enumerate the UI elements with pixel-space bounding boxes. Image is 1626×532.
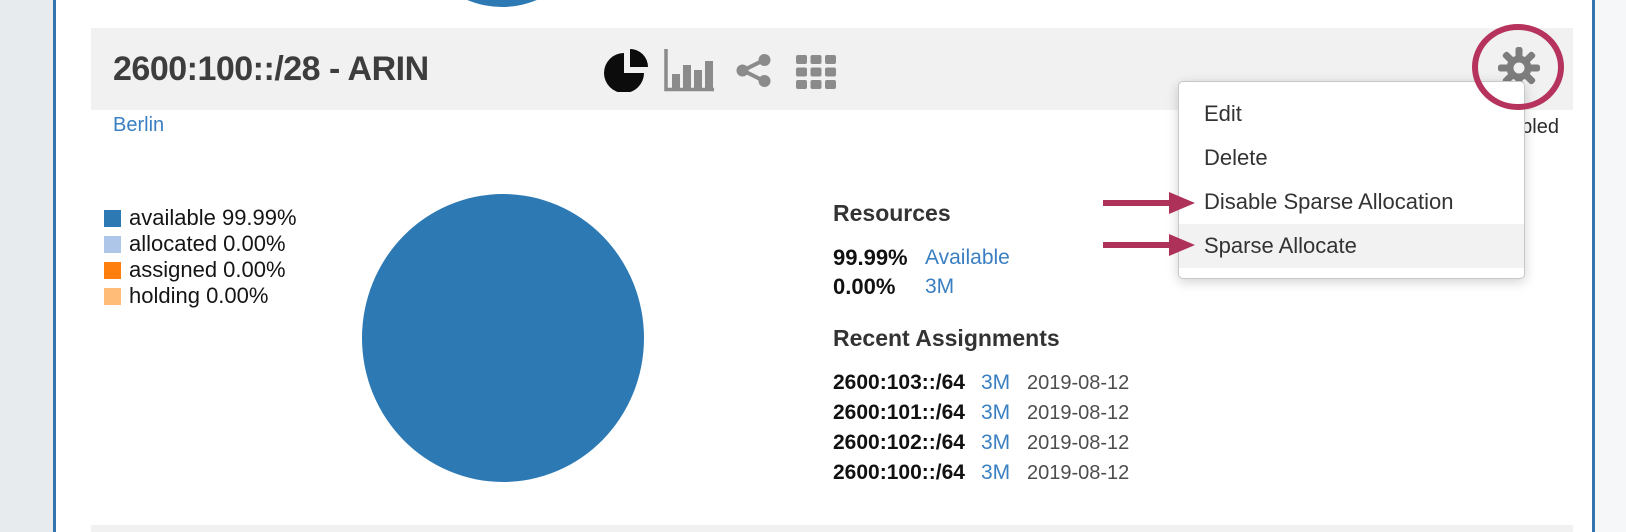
legend-swatch-allocated — [104, 235, 121, 253]
legend-swatch-assigned — [104, 261, 121, 279]
grid-view-icon[interactable] — [796, 55, 836, 94]
assignment-row: 2600:101::/64 3M 2019-08-12 — [833, 398, 1129, 428]
previous-panel-pie-chart — [412, 0, 592, 7]
block-card: 2600:100::/28 - ARIN — [53, 0, 1595, 532]
assignment-date: 2019-08-12 — [1027, 431, 1130, 454]
bar-chart-view-icon[interactable] — [663, 49, 715, 98]
resource-value: 0.00% — [833, 273, 896, 299]
assignment-row: 2600:100::/64 3M 2019-08-12 — [833, 458, 1129, 488]
chart-legend: available 99.99% allocated 0.00% assigne… — [104, 205, 297, 309]
legend-label: assigned 0.00% — [129, 257, 286, 282]
assignment-date: 2019-08-12 — [1027, 461, 1130, 484]
assignment-link[interactable]: 3M — [981, 461, 1011, 484]
assignment-link[interactable]: 3M — [981, 401, 1011, 424]
legend-item-holding: holding 0.00% — [104, 283, 297, 309]
menu-item-disable-sparse-allocation[interactable]: Disable Sparse Allocation — [1204, 189, 1454, 214]
recent-assignments-heading: Recent Assignments — [833, 325, 1060, 351]
assignment-link[interactable]: 3M — [981, 431, 1011, 454]
assignment-row: 2600:102::/64 3M 2019-08-12 — [833, 428, 1129, 458]
pie-chart-view-icon[interactable] — [603, 46, 649, 97]
assignment-date: 2019-08-12 — [1027, 401, 1130, 424]
recent-assignments-section: Recent Assignments 2600:103::/64 3M 2019… — [833, 325, 1129, 488]
page-background-right — [1595, 0, 1626, 532]
resources-heading: Resources — [833, 200, 951, 226]
panel-header: 2600:100::/28 - ARIN — [91, 28, 1573, 110]
legend-swatch-holding — [104, 287, 121, 305]
location-link[interactable]: Berlin — [113, 114, 165, 136]
resource-link[interactable]: 3M — [925, 274, 955, 298]
menu-item-delete[interactable]: Delete — [1204, 145, 1268, 170]
resource-row: 99.99% Available — [833, 243, 1010, 272]
resource-row: 0.00% 3M — [833, 272, 1010, 301]
legend-item-assigned: assigned 0.00% — [104, 257, 297, 283]
legend-item-allocated: allocated 0.00% — [104, 231, 297, 257]
assignment-link[interactable]: 3M — [981, 371, 1011, 394]
legend-item-available: available 99.99% — [104, 205, 297, 231]
assignment-prefix: 2600:102::/64 — [833, 431, 965, 454]
legend-label: allocated 0.00% — [129, 231, 286, 256]
assignment-prefix: 2600:101::/64 — [833, 401, 965, 424]
legend-label: available 99.99% — [129, 205, 297, 230]
legend-label: holding 0.00% — [129, 283, 269, 308]
next-panel-header-edge — [91, 525, 1573, 532]
assignment-date: 2019-08-12 — [1027, 371, 1130, 394]
menu-item-edit[interactable]: Edit — [1204, 101, 1242, 126]
assignment-prefix: 2600:100::/64 — [833, 461, 965, 484]
resources-section: Resources 99.99% Available 0.00% 3M — [833, 200, 1010, 301]
assignment-prefix: 2600:103::/64 — [833, 371, 965, 394]
resource-link[interactable]: Available — [925, 245, 1010, 269]
panel-title: 2600:100::/28 - ARIN — [113, 50, 429, 88]
resource-value: 99.99% — [833, 244, 908, 270]
menu-item-sparse-allocate[interactable]: Sparse Allocate — [1179, 224, 1524, 268]
gear-dropdown-menu: Edit Delete Disable Sparse Allocation Sp… — [1178, 81, 1525, 279]
share-icon[interactable] — [736, 54, 771, 92]
assignment-row: 2600:103::/64 3M 2019-08-12 — [833, 368, 1129, 398]
legend-swatch-available — [104, 209, 121, 227]
utilization-pie-chart — [362, 194, 644, 482]
